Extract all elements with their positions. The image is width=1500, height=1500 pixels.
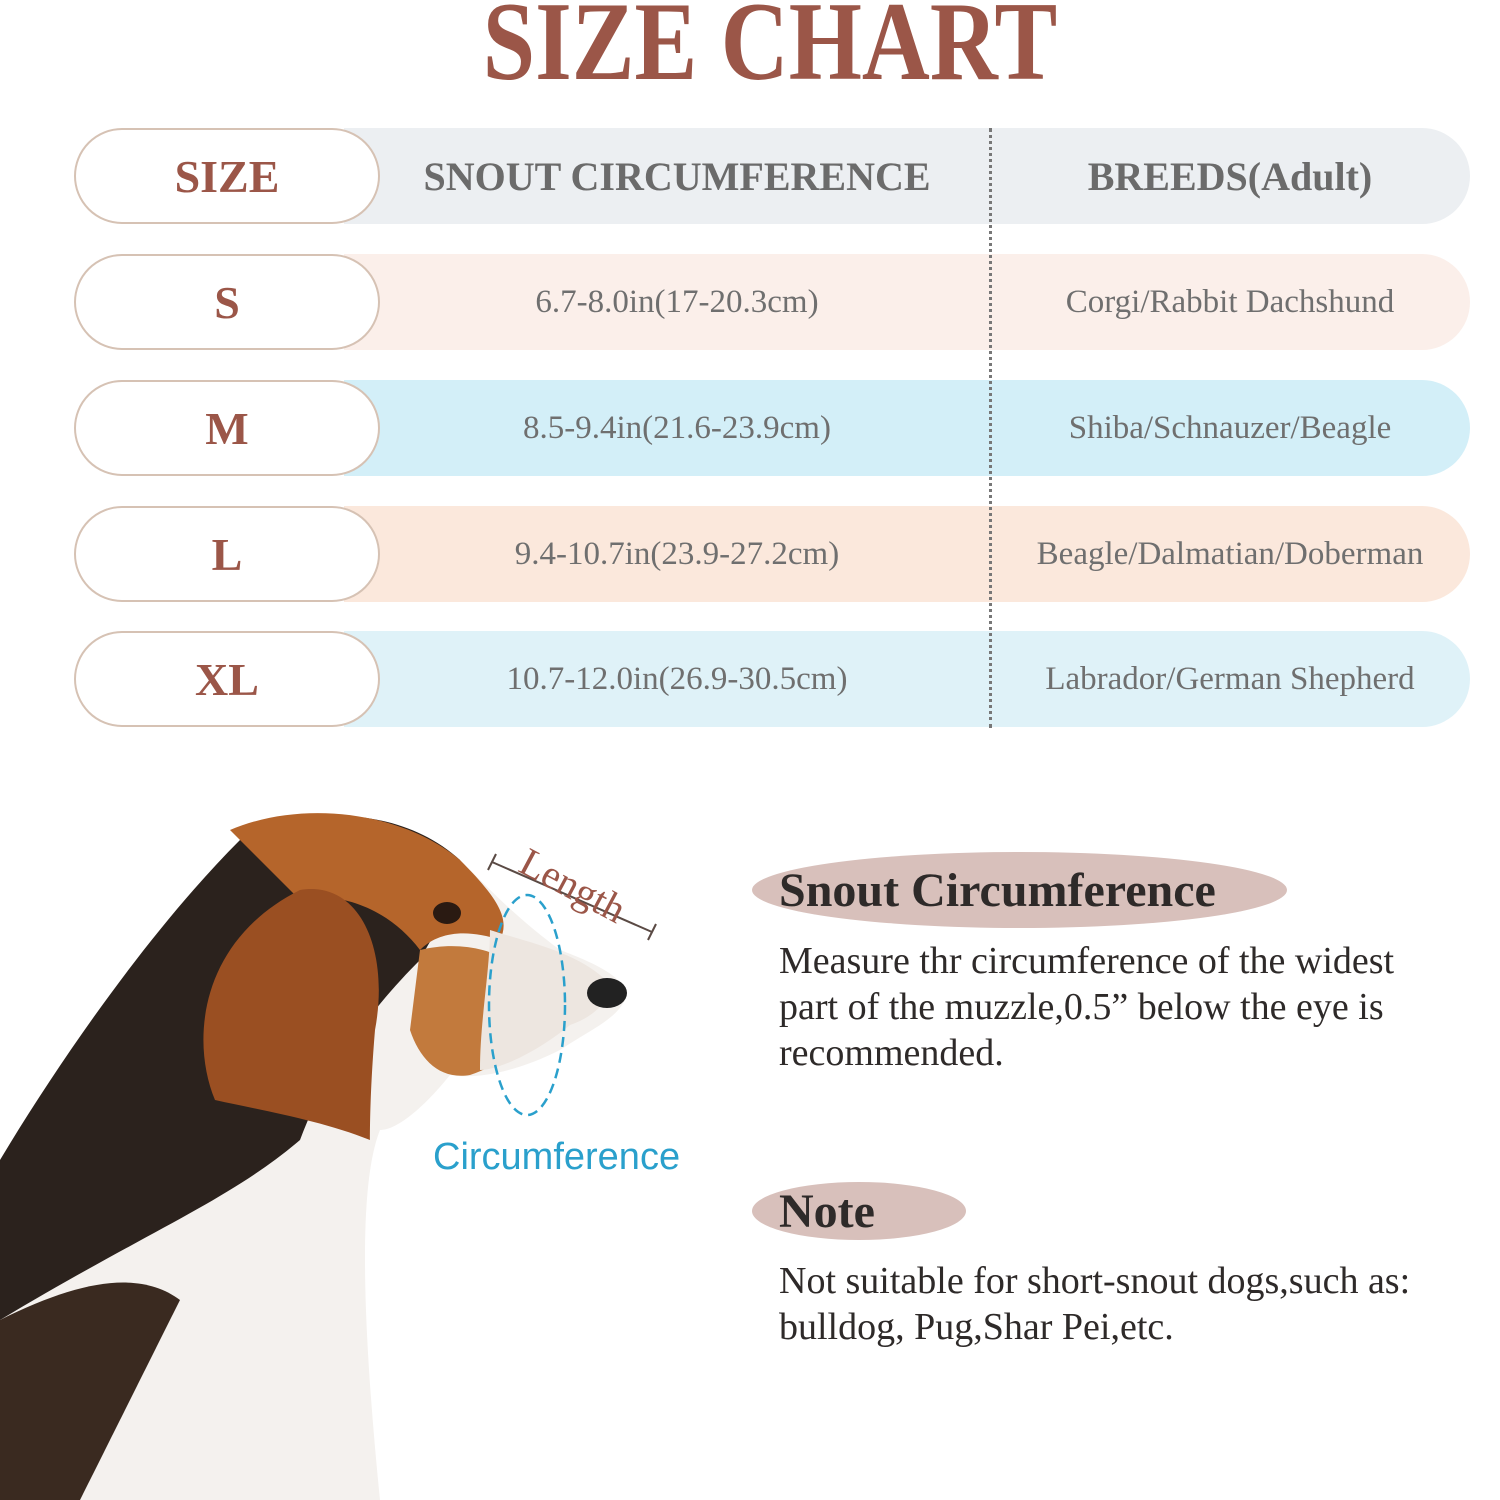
row-bar	[344, 631, 1470, 727]
row-bar	[344, 380, 1470, 476]
text-line: bulldog, Pug,Shar Pei,etc.	[779, 1306, 1174, 1348]
breeds-cell: Labrador/German Shepherd	[1045, 660, 1415, 697]
size-cell: S	[74, 254, 380, 350]
snout-heading-badge: Snout Circumference	[752, 852, 1287, 928]
row-bar	[344, 506, 1470, 602]
breeds-cell: Shiba/Schnauzer/Beagle	[1068, 409, 1392, 446]
table-row: XL 10.7-12.0in(26.9-30.5cm) Labrador/Ger…	[74, 631, 1470, 727]
size-cell: XL	[74, 631, 380, 727]
length-tick	[647, 923, 657, 941]
snout-cell: 6.7-8.0in(17-20.3cm)	[535, 283, 819, 320]
table-row: M 8.5-9.4in(21.6-23.9cm) Shiba/Schnauzer…	[74, 380, 1470, 476]
header-bar	[344, 128, 1470, 224]
size-cell: L	[74, 506, 380, 602]
note-description: Not suitable for short-snout dogs,such a…	[779, 1258, 1410, 1350]
length-line	[491, 861, 653, 933]
header-size: SIZE	[74, 128, 380, 224]
circumference-label: Circumference	[433, 1136, 681, 1178]
table-header: SIZE SNOUT CIRCUMFERENCE BREEDS(Adult)	[74, 128, 1470, 224]
text-line: Measure thr circumference of the widest	[779, 940, 1395, 982]
circumference-ellipse	[487, 893, 567, 1117]
size-cell: M	[74, 380, 380, 476]
snout-cell: 10.7-12.0in(26.9-30.5cm)	[506, 660, 848, 697]
header-snout: SNOUT CIRCUMFERENCE	[423, 153, 931, 199]
breeds-cell: Corgi/Rabbit Dachshund	[1065, 283, 1395, 320]
measurement-overlay	[487, 853, 657, 1117]
column-divider	[989, 128, 992, 728]
table-row: S 6.7-8.0in(17-20.3cm) Corgi/Rabbit Dach…	[74, 254, 1470, 350]
snout-description: Measure thr circumference of the widest …	[779, 938, 1394, 1076]
text-line: Not suitable for short-snout dogs,such a…	[779, 1260, 1411, 1302]
beagle-illustration	[0, 813, 627, 1500]
page-title: SIZE CHART	[482, 0, 1058, 104]
snout-cell: 9.4-10.7in(23.9-27.2cm)	[514, 535, 840, 572]
text-line: recommended.	[779, 1032, 1004, 1074]
length-tick	[487, 853, 497, 871]
note-heading: Note	[779, 1184, 875, 1238]
snout-heading: Snout Circumference	[779, 863, 1216, 917]
text-line: part of the muzzle,0.5” below the eye is	[779, 986, 1384, 1028]
table-row: L 9.4-10.7in(23.9-27.2cm) Beagle/Dalmati…	[74, 506, 1470, 602]
breeds-cell: Beagle/Dalmatian/Doberman	[1036, 535, 1424, 572]
snout-cell: 8.5-9.4in(21.6-23.9cm)	[523, 409, 831, 446]
row-bar	[344, 254, 1470, 350]
header-breeds: BREEDS(Adult)	[1087, 153, 1373, 199]
note-heading-badge: Note	[752, 1182, 966, 1240]
